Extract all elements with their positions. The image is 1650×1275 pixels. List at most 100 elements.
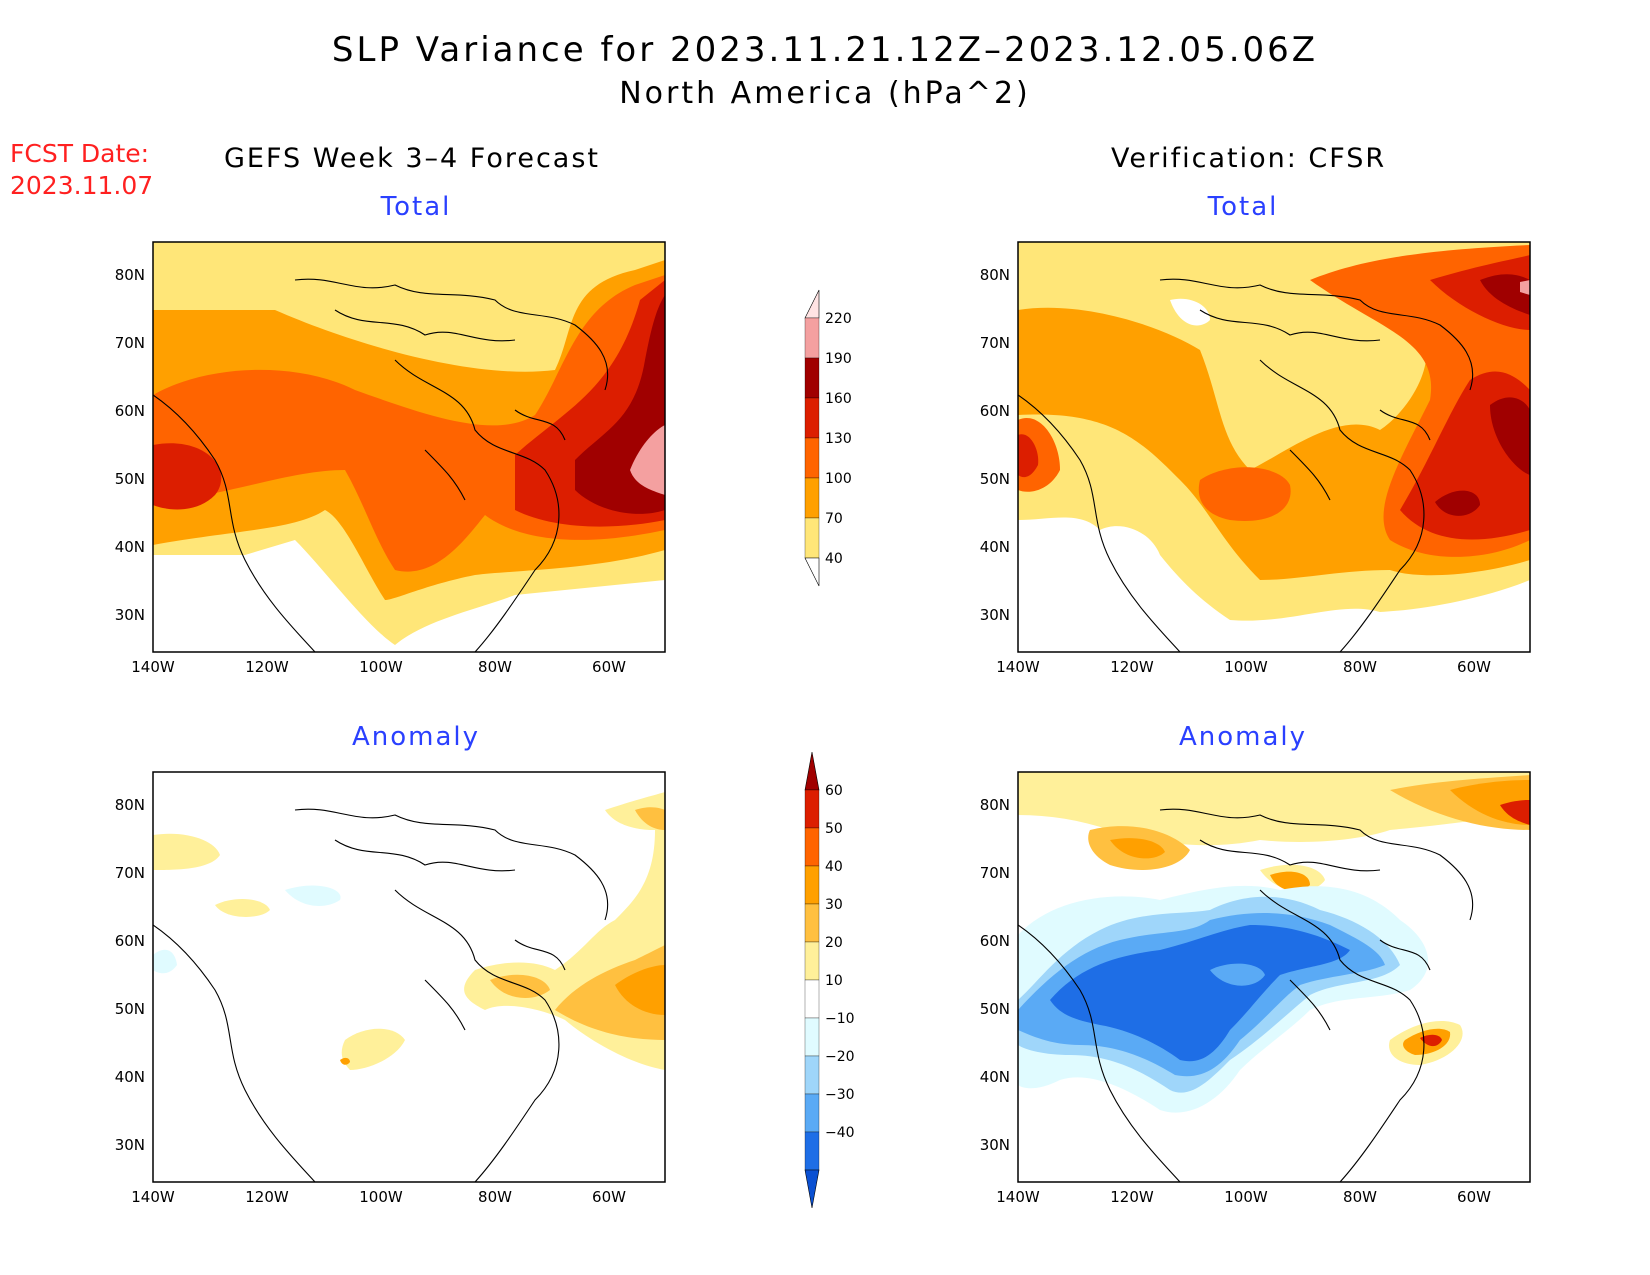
colorbar-total-swatch <box>804 357 820 399</box>
lon-tick-140w: 140W <box>131 1188 175 1206</box>
lat-tick-40n: 40N <box>980 538 1010 556</box>
anom-40-50-greenland <box>1500 800 1530 825</box>
lat-tick-60n: 60N <box>980 932 1010 950</box>
lon-tick-140w: 140W <box>996 658 1040 676</box>
lon-axis: 140W 120W 100W 80W 60W <box>996 658 1491 676</box>
contour-190-220 <box>1520 280 1530 295</box>
colorbar-anomaly-swatch <box>804 903 820 943</box>
anom-neg-10-20-arctic <box>285 885 341 906</box>
lon-tick-80w: 80W <box>478 658 512 676</box>
coastlines <box>153 808 609 1182</box>
lon-tick-140w: 140W <box>131 658 175 676</box>
colorbar-anomaly-label: 30 <box>825 897 843 913</box>
subtitle-verification-anomaly: Anomaly <box>1178 722 1308 752</box>
lat-tick-40n: 40N <box>115 538 145 556</box>
map-frame <box>1017 241 1531 653</box>
contour-130-160-west <box>1018 434 1039 478</box>
anom-40-50-coast <box>1420 1034 1442 1047</box>
lon-tick-60w: 60W <box>592 1188 626 1206</box>
subtitle-forecast-anomaly: Anomaly <box>351 722 481 752</box>
colorbar-anomaly-cap-top <box>804 751 820 791</box>
colorbar-total-label: 130 <box>825 431 852 447</box>
main-subtitle: North America (hPa^2) <box>619 76 1031 111</box>
lat-tick-80n: 80N <box>115 796 145 814</box>
contour-160-190-greenland <box>1480 274 1530 315</box>
anom-20-30-maritimes <box>555 945 665 1040</box>
lat-tick-40n: 40N <box>115 1068 145 1086</box>
lat-tick-30n: 30N <box>115 1136 145 1154</box>
lat-tick-40n: 40N <box>980 1068 1010 1086</box>
forecast-date: FCST Date: 2023.11.07 <box>10 138 153 202</box>
contour-below-40-arctic <box>1170 298 1210 326</box>
anom-10-20-nw <box>153 833 220 870</box>
colorbar-total: 220 190 160 130 100 70 40 <box>790 280 860 624</box>
contour-160-190-coast <box>1435 490 1480 516</box>
colorbar-anomaly-swatch <box>804 979 820 1019</box>
lat-tick-60n: 60N <box>980 402 1010 420</box>
map-frame <box>1017 771 1531 1183</box>
lat-tick-70n: 70N <box>980 334 1010 352</box>
colorbar-total-label: 70 <box>825 511 843 527</box>
anom-neg-hole <box>1210 963 1265 986</box>
colorbar-anomaly-label: −10 <box>825 1011 855 1027</box>
lat-tick-70n: 70N <box>115 334 145 352</box>
lon-tick-120w: 120W <box>245 1188 289 1206</box>
lon-axis: 140W 120W 100W 80W 60W <box>131 1188 626 1206</box>
colorbar-anomaly-swatch <box>804 865 820 905</box>
colorbar-anomaly-label: 20 <box>825 935 843 951</box>
colorbar-total-cap-bottom <box>804 557 820 587</box>
colorbar-anomaly-label: 10 <box>825 973 843 989</box>
contour-190-220 <box>630 425 665 495</box>
lon-tick-60w: 60W <box>1457 658 1491 676</box>
anom-neg-40-below <box>1050 925 1350 1062</box>
colorbar-total-label: 220 <box>825 311 852 327</box>
colorbar-anomaly-swatch <box>804 827 820 867</box>
anom-10-20-bc <box>215 898 270 917</box>
colorbar-total-label: 40 <box>825 551 843 567</box>
lat-axis: 80N 70N 60N 50N 40N 30N <box>980 266 1010 624</box>
colorbar-anomaly-swatch <box>804 1093 820 1133</box>
lat-tick-50n: 50N <box>980 1000 1010 1018</box>
lon-tick-120w: 120W <box>1110 1188 1154 1206</box>
lat-tick-60n: 60N <box>115 932 145 950</box>
colorbar-anomaly-label: −30 <box>825 1087 855 1103</box>
lat-tick-70n: 70N <box>980 864 1010 882</box>
colorbar-total-swatch <box>804 397 820 439</box>
map-frame <box>152 771 666 1183</box>
lat-tick-60n: 60N <box>115 402 145 420</box>
contour-100-130-central <box>1198 467 1291 521</box>
lat-axis: 80N 70N 60N 50N 40N 30N <box>980 796 1010 1154</box>
map-frame <box>152 241 666 653</box>
lat-tick-80n: 80N <box>980 266 1010 284</box>
forecast-date-value: 2023.11.07 <box>10 171 154 200</box>
colorbar-total-swatch <box>804 437 820 479</box>
lat-tick-50n: 50N <box>980 470 1010 488</box>
lon-tick-100w: 100W <box>1224 658 1268 676</box>
forecast-date-label: FCST Date: <box>10 139 150 168</box>
colorbar-total-label: 190 <box>825 351 852 367</box>
colorbar-anomaly-swatch <box>804 1055 820 1095</box>
colorbar-anomaly: 60 50 40 30 20 10 −10 −20 −30 −40 <box>790 750 860 1224</box>
column-heading-verification: Verification: CFSR <box>1111 143 1387 174</box>
lon-tick-120w: 120W <box>245 658 289 676</box>
anom-neg-10-20-west <box>153 949 177 974</box>
lon-tick-140w: 140W <box>996 1188 1040 1206</box>
lat-tick-30n: 30N <box>115 606 145 624</box>
lon-tick-100w: 100W <box>359 658 403 676</box>
contour-160-190-labrador <box>1490 397 1530 475</box>
lon-tick-100w: 100W <box>359 1188 403 1206</box>
map-panel-verification-anomaly: 80N 70N 60N 50N 40N 30N 140W 120W 100W 8… <box>960 770 1540 1230</box>
anom-30-40-arctic <box>1110 838 1165 859</box>
coastlines <box>1018 808 1474 1182</box>
lon-tick-80w: 80W <box>1343 1188 1377 1206</box>
main-title: SLP Variance for 2023.11.21.12Z–2023.12.… <box>331 30 1319 70</box>
coastlines <box>153 278 609 652</box>
lat-tick-30n: 30N <box>980 1136 1010 1154</box>
anom-30-40-spot <box>340 1057 350 1065</box>
colorbar-total-label: 160 <box>825 391 852 407</box>
lat-tick-30n: 30N <box>980 606 1010 624</box>
subtitle-verification-total: Total <box>1207 192 1279 222</box>
lon-tick-60w: 60W <box>592 658 626 676</box>
colorbar-anomaly-label: 50 <box>825 821 843 837</box>
lon-axis: 140W 120W 100W 80W 60W <box>131 658 626 676</box>
